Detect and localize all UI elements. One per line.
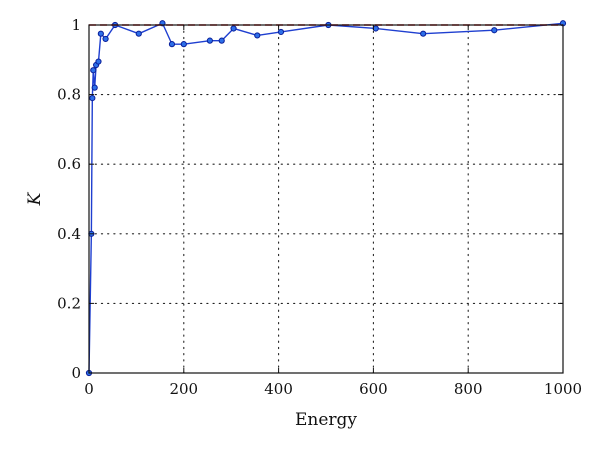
- y-tick-label: 1: [71, 16, 81, 34]
- data-point: [491, 27, 498, 34]
- x-tick-label: 0: [84, 380, 94, 398]
- data-point: [206, 37, 213, 44]
- data-point: [180, 41, 187, 48]
- y-tick-label: 0.4: [57, 225, 81, 243]
- y-tick-label: 0.8: [57, 86, 81, 104]
- plot-frame: [88, 24, 564, 374]
- data-point: [277, 28, 285, 36]
- y-axis-title: K: [25, 191, 45, 206]
- series-line: [88, 22, 564, 374]
- data-point: [230, 25, 237, 32]
- x-tick-label: 600: [359, 380, 388, 398]
- data-point: [91, 84, 98, 91]
- data-point: [89, 94, 96, 102]
- data-point: [90, 67, 97, 74]
- data-point: [97, 30, 104, 37]
- y-tick-label: 0.2: [57, 294, 81, 312]
- x-tick-label: 800: [454, 380, 483, 398]
- y-tick-label: 0: [71, 364, 81, 382]
- data-point: [420, 30, 427, 37]
- x-tick-label: 400: [264, 380, 293, 398]
- x-tick-label: 1000: [544, 380, 582, 398]
- x-tick-label: 200: [169, 380, 198, 398]
- data-point: [102, 35, 109, 43]
- data-point: [168, 41, 176, 48]
- ticks-layer: 0 200 400 600 800 1000 0 0.2 0.4 0.6 0.8 1: [57, 16, 582, 398]
- x-axis-title: Energy: [295, 410, 357, 430]
- data-point: [218, 37, 225, 44]
- data-point: [135, 30, 142, 37]
- series-layer: [85, 20, 567, 377]
- grid: [88, 24, 564, 374]
- axes-layer: [88, 24, 564, 374]
- data-point: [372, 25, 379, 32]
- data-point: [254, 32, 261, 39]
- y-tick-label: 0.6: [57, 155, 81, 173]
- data-point: [95, 58, 102, 65]
